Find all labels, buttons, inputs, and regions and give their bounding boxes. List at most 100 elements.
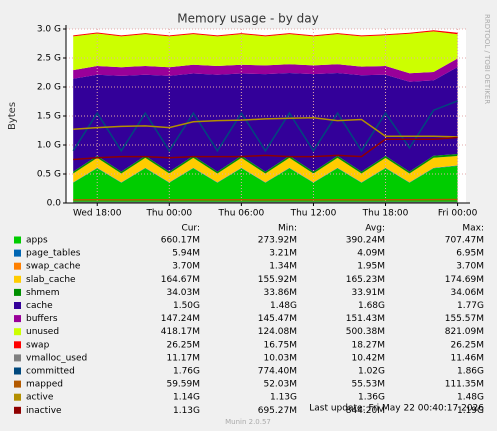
legend-stat: 1.13G xyxy=(173,406,200,416)
legend-swatch xyxy=(14,393,21,401)
legend-stat: 774.40M xyxy=(258,367,297,377)
legend-stat: 52.03M xyxy=(263,380,297,390)
legend-stat: 1.48G xyxy=(270,301,297,311)
legend-label: cache xyxy=(26,301,53,311)
legend-swatch xyxy=(14,315,21,323)
legend-stat: 11.17M xyxy=(166,353,200,363)
legend-label: page_tables xyxy=(26,249,81,259)
legend-stat: 821.09M xyxy=(445,327,484,337)
legend-stat: 10.03M xyxy=(263,353,297,363)
legend-swatch xyxy=(14,288,21,296)
legend-swatch xyxy=(14,341,21,349)
area xyxy=(73,165,458,203)
legend-stat: 844.20M xyxy=(346,406,385,416)
legend-stat: 660.17M xyxy=(161,236,200,246)
legend-stat: 1.95M xyxy=(357,262,385,272)
legend-stat: 165.23M xyxy=(346,275,385,285)
area xyxy=(73,156,458,183)
legend-stat: 151.43M xyxy=(346,314,385,324)
legend-label: shmem xyxy=(26,288,59,298)
legend-label: active xyxy=(26,393,54,403)
legend-stat: 1.19G xyxy=(457,406,484,416)
legend-stat: 3.70M xyxy=(172,262,200,272)
legend-label: buffers xyxy=(26,314,58,324)
x-tick-label: Thu 12:00 xyxy=(290,209,337,219)
legend-stat: 174.69M xyxy=(445,275,484,285)
legend-label: slab_cache xyxy=(26,275,76,285)
x-tick-label: Fri 00:00 xyxy=(438,209,478,219)
last-update: Last update: Fri May 22 00:40:17 2026 xyxy=(309,404,484,414)
legend-label: mapped xyxy=(26,380,63,390)
legend-swatch xyxy=(14,380,21,388)
legend-stat: 3.21M xyxy=(269,249,297,259)
legend-stat: 10.42M xyxy=(351,353,385,363)
legend-stat: 155.92M xyxy=(258,275,297,285)
y-tick-label: 0.5 G xyxy=(37,170,61,180)
legend-stat: 26.25M xyxy=(166,340,200,350)
legend-label: apps xyxy=(26,236,48,246)
legend-stat: 16.75M xyxy=(263,340,297,350)
y-tick-label: 1.0 G xyxy=(37,141,61,151)
legend-swatch xyxy=(14,328,21,336)
line xyxy=(73,136,458,161)
legend-label: swap xyxy=(26,340,50,350)
legend-stat: 390.24M xyxy=(346,236,385,246)
side-text: RRDTOOL / TOBI OETIKER xyxy=(483,14,491,104)
legend-stat: 111.35M xyxy=(445,380,484,390)
generator: Munin 2.0.57 xyxy=(225,418,271,426)
legend-stat: 695.27M xyxy=(258,406,297,416)
legend-swatch xyxy=(14,275,21,283)
legend-label: unused xyxy=(26,327,59,337)
legend-stat: 707.47M xyxy=(445,236,484,246)
legend-stat: 1.02G xyxy=(358,367,385,377)
legend-stat: 6.95M xyxy=(456,249,484,259)
legend-stat: 33.86M xyxy=(263,288,297,298)
legend-stat: 5.94M xyxy=(172,249,200,259)
line xyxy=(73,116,458,138)
legend-stat: 34.06M xyxy=(450,288,484,298)
legend-header: Max: xyxy=(462,224,484,234)
y-tick-label: 2.5 G xyxy=(37,54,61,64)
x-tick-label: Thu 00:00 xyxy=(145,209,192,219)
legend-swatch xyxy=(14,249,21,257)
legend-label: swap_cache xyxy=(26,262,81,272)
legend-header: Cur: xyxy=(181,224,200,234)
y-axis-label: Bytes xyxy=(7,102,18,130)
legend-swatch xyxy=(14,406,21,414)
y-tick-label: 0.0 xyxy=(47,199,62,209)
legend-stat: 33.91M xyxy=(351,288,385,298)
area xyxy=(73,58,458,82)
legend-label: inactive xyxy=(26,406,62,416)
legend-stat: 26.25M xyxy=(450,340,484,350)
legend-header: Avg: xyxy=(365,224,385,234)
legend-stat: 1.13G xyxy=(270,393,297,403)
legend-stat: 1.48G xyxy=(457,393,484,403)
legend-stat: 3.70M xyxy=(456,262,484,272)
legend-stat: 145.47M xyxy=(258,314,297,324)
legend-swatch xyxy=(14,302,21,309)
legend-stat: 55.53M xyxy=(351,380,385,390)
x-tick-label: Thu 18:00 xyxy=(362,209,409,219)
legend-stat: 1.68G xyxy=(358,301,385,311)
legend-stat: 124.08M xyxy=(258,327,297,337)
legend-stat: 1.36G xyxy=(358,393,385,403)
legend-stat: 34.03M xyxy=(166,288,200,298)
y-tick-label: 3.0 G xyxy=(37,25,61,35)
legend-stat: 1.76G xyxy=(173,367,200,377)
legend-stat: 418.17M xyxy=(161,327,200,337)
legend-swatch xyxy=(14,367,21,375)
y-tick-label: 1.5 G xyxy=(37,112,61,122)
y-tick-label: 2.0 G xyxy=(37,83,61,93)
legend-stat: 1.14G xyxy=(173,393,200,403)
legend-header: Min: xyxy=(278,224,297,234)
legend-stat: 273.92M xyxy=(258,236,297,246)
legend-label: committed xyxy=(26,367,75,377)
legend-swatch xyxy=(14,262,21,270)
x-tick-label: Thu 06:00 xyxy=(218,209,265,219)
legend-stat: 18.27M xyxy=(351,340,385,350)
chart-title: Memory usage - by day xyxy=(177,12,318,26)
x-tick-label: Wed 18:00 xyxy=(73,209,122,219)
legend-swatch xyxy=(14,236,21,244)
